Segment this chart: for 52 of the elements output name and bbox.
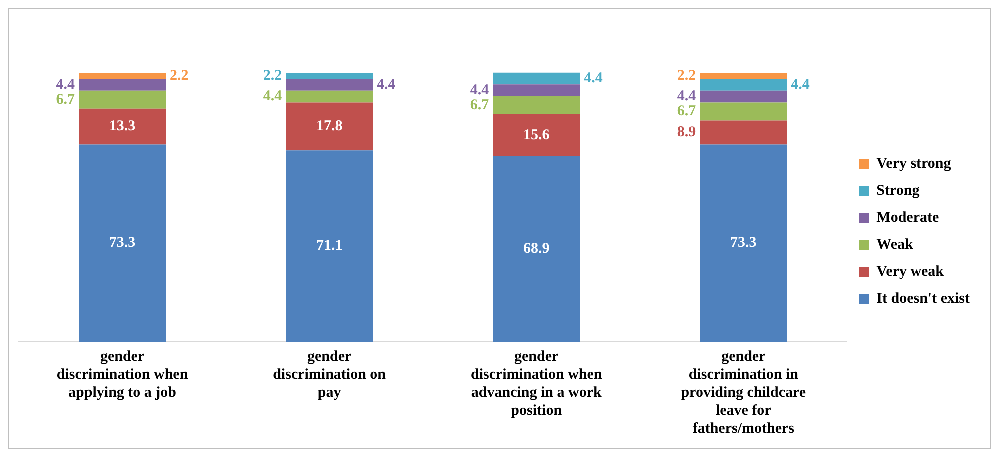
bar	[493, 156, 580, 342]
bar	[493, 114, 580, 157]
data-label: 4.4	[56, 76, 76, 93]
data-label: 2.2	[170, 68, 189, 84]
x-tick-label: gender discrimination when advancing in a work position	[470, 348, 603, 419]
bar	[286, 73, 374, 80]
x-tick-label: gender discrimination in providing childcare leave for fathers/mothers	[681, 348, 806, 437]
legend-label: Very weak	[876, 264, 945, 280]
data-label: 15.6	[523, 127, 550, 144]
data-label: 4.4	[263, 88, 283, 105]
bar	[79, 73, 166, 80]
data-label: 4.4	[377, 76, 396, 93]
data-label: 17.8	[316, 118, 343, 135]
bar	[700, 144, 788, 342]
data-label: 4.4	[584, 70, 604, 87]
data-label: 6.7	[677, 104, 697, 120]
data-label: 2.2	[263, 68, 282, 84]
bar	[286, 102, 374, 151]
data-label: 4.4	[677, 88, 697, 105]
x-tick-label: gender discrimination when applying to a job	[56, 348, 189, 401]
legend-label: Moderate	[876, 210, 940, 226]
bar	[79, 108, 166, 145]
legend-label: Weak	[876, 236, 914, 253]
legend-label: Strong	[876, 182, 920, 199]
bar	[286, 150, 374, 342]
data-label: 4.4	[470, 82, 490, 98]
bar	[493, 96, 580, 115]
bar	[286, 90, 374, 103]
data-label: 13.3	[109, 118, 136, 135]
bar	[493, 72, 580, 85]
bar	[700, 102, 788, 121]
data-label: 73.3	[109, 235, 136, 252]
data-label: 71.1	[316, 238, 343, 254]
bar	[493, 84, 580, 97]
bar	[700, 79, 788, 91]
data-label: 6.7	[470, 97, 490, 114]
legend-label: Very strong	[876, 156, 952, 172]
bar	[79, 90, 166, 109]
bar	[79, 79, 166, 91]
x-tick-label: gender discrimination on pay	[273, 348, 387, 401]
data-label: 2.2	[677, 68, 696, 84]
legend-label: It doesn't exist	[876, 290, 970, 307]
data-label: 68.9	[523, 241, 550, 258]
data-label: 73.3	[730, 235, 757, 252]
bar	[286, 79, 374, 91]
data-label: 4.4	[791, 76, 810, 93]
data-label: 6.7	[56, 92, 76, 108]
bar	[700, 90, 788, 103]
bar	[79, 144, 166, 342]
bar	[700, 73, 788, 80]
bar	[700, 120, 788, 145]
data-label: 8.9	[677, 124, 696, 141]
